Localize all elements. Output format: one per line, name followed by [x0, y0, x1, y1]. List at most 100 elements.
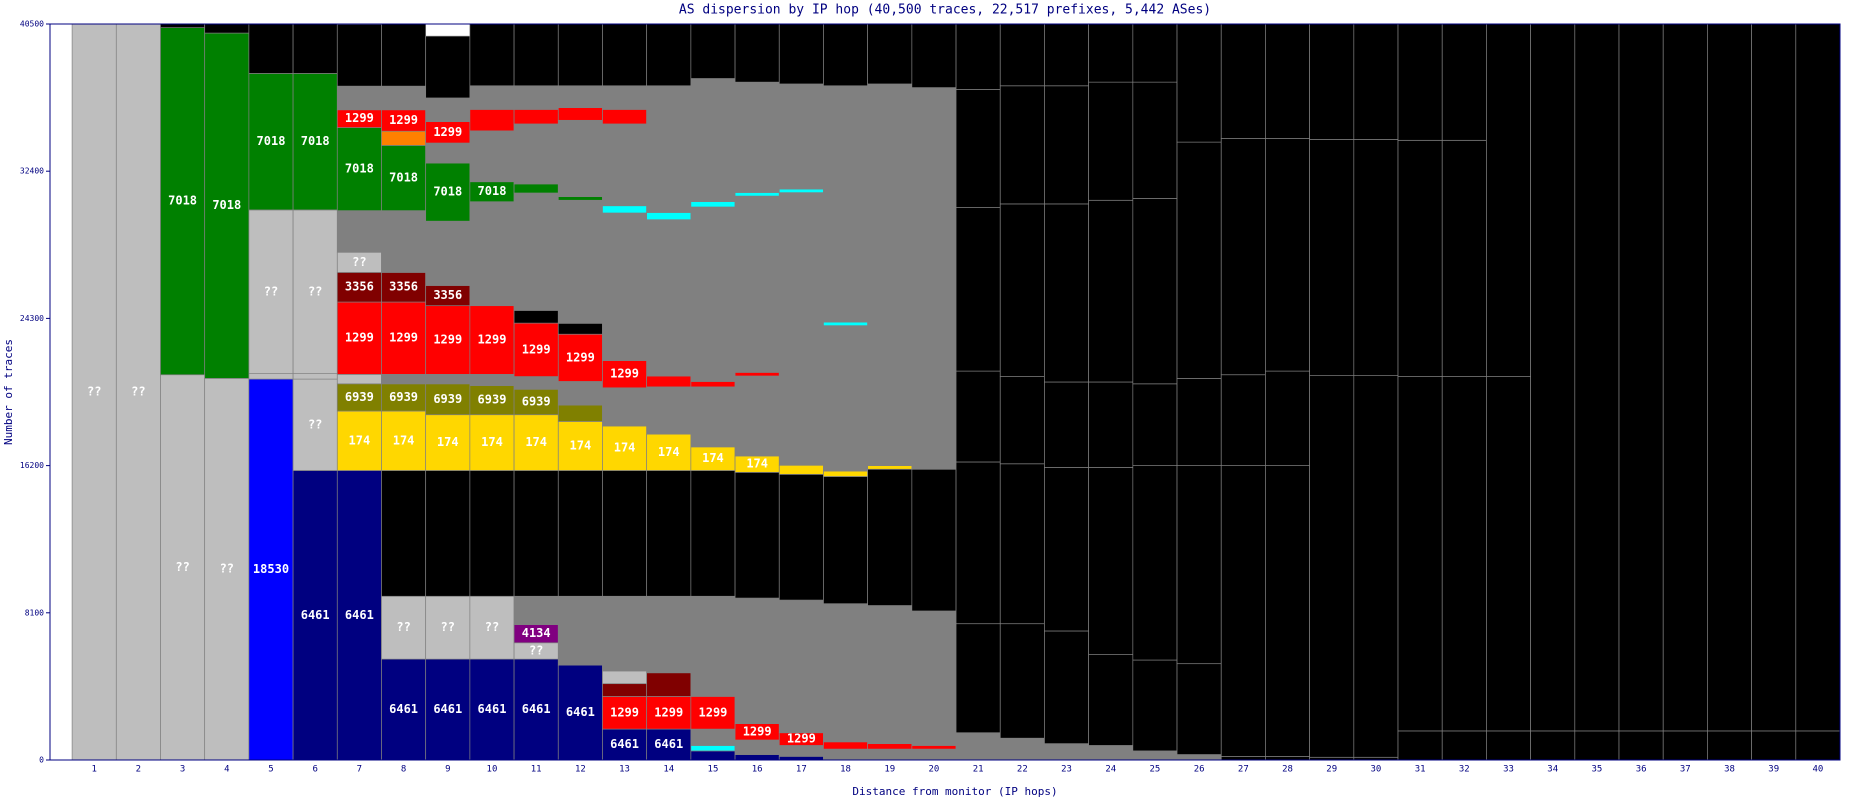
- segment: [646, 85, 692, 213]
- segment: [425, 162, 471, 222]
- segment: [1353, 139, 1399, 376]
- segment-label: 7018: [389, 171, 418, 185]
- segment-label: 3356: [433, 288, 462, 302]
- segment: [557, 199, 603, 324]
- x-tick-label: 11: [531, 765, 542, 775]
- segment: [734, 471, 780, 599]
- segment: [823, 603, 869, 743]
- segment: [1265, 465, 1310, 757]
- segment: [911, 23, 957, 88]
- segment: [1088, 23, 1134, 83]
- segment: [425, 470, 471, 597]
- segment: [1309, 375, 1355, 758]
- segment-label: 18530: [253, 562, 289, 576]
- segment: [1574, 730, 1620, 761]
- segment: [1132, 750, 1178, 761]
- segment: [690, 728, 736, 746]
- segment: [513, 192, 559, 311]
- segment: [690, 470, 736, 597]
- segment: [1265, 23, 1310, 139]
- x-tick-label: 30: [1371, 765, 1382, 775]
- segment-label: 174: [349, 433, 371, 447]
- segment: [292, 209, 338, 374]
- segment: [1132, 81, 1178, 199]
- segment: [646, 672, 692, 697]
- segment: [646, 433, 692, 471]
- plot-frame: [49, 23, 1841, 761]
- segment: [336, 85, 382, 111]
- segment: [336, 210, 382, 253]
- segment: [867, 748, 913, 761]
- segment: [1044, 85, 1089, 205]
- segment: [1441, 23, 1487, 141]
- segment: [778, 756, 824, 761]
- x-tick-label: 1: [91, 765, 96, 775]
- x-tick-label: 26: [1194, 765, 1205, 775]
- segment-label: 1299: [389, 113, 418, 127]
- segment: [557, 470, 603, 597]
- segment: [1441, 376, 1487, 732]
- segment: [734, 739, 780, 755]
- segment-label: 6461: [478, 702, 507, 716]
- segment: [823, 325, 869, 472]
- segment: [1707, 23, 1752, 732]
- segment: [867, 83, 913, 158]
- segment-label: 1299: [522, 342, 551, 356]
- segment: [1618, 23, 1664, 732]
- segment: [823, 194, 869, 323]
- segment: [911, 610, 957, 746]
- segment-label: 174: [658, 445, 680, 459]
- segment: [778, 23, 824, 85]
- segment: [1486, 376, 1531, 732]
- segment: [778, 188, 824, 193]
- segment-label: 174: [393, 433, 415, 447]
- x-tick-label: 33: [1503, 765, 1514, 775]
- x-tick-label: 8: [401, 765, 406, 775]
- segment: [469, 85, 515, 110]
- x-tick-label: 27: [1238, 765, 1249, 775]
- segment-label: 1299: [743, 724, 772, 738]
- segment: [999, 623, 1045, 739]
- segment-label: 4134: [522, 626, 551, 640]
- segment: [602, 683, 648, 697]
- segment: [1441, 730, 1487, 761]
- segment: [1662, 23, 1708, 732]
- segment: [557, 23, 603, 87]
- segment: [602, 387, 648, 427]
- segment: [1397, 23, 1443, 141]
- segment: [1044, 743, 1089, 761]
- segment-label: ??: [308, 417, 322, 431]
- segment: [734, 195, 780, 373]
- segment-label: ??: [529, 643, 543, 657]
- segment: [248, 209, 294, 374]
- segment: [646, 23, 692, 87]
- segment-label: 174: [570, 438, 592, 452]
- segment: [204, 23, 250, 34]
- segment: [955, 23, 1001, 90]
- segment-label: 174: [525, 435, 547, 449]
- segment: [513, 595, 559, 625]
- x-tick-label: 40: [1812, 765, 1823, 775]
- segment: [381, 23, 427, 87]
- segment-label: 1299: [433, 333, 462, 347]
- segment: [690, 595, 736, 697]
- segment: [867, 23, 913, 85]
- segment: [690, 23, 736, 79]
- segment-label: ??: [352, 255, 366, 269]
- segment-label: ??: [87, 385, 101, 399]
- segment: [955, 623, 1001, 734]
- segment: [690, 78, 736, 202]
- segment: [425, 383, 471, 416]
- segment-label: 3356: [345, 280, 374, 294]
- segment: [381, 374, 427, 385]
- segment: [734, 754, 780, 761]
- segment-label: 1299: [478, 333, 507, 347]
- segment: [292, 23, 338, 74]
- segment: [602, 85, 648, 110]
- segment: [381, 130, 427, 146]
- segment-label: 174: [437, 435, 459, 449]
- x-tick-label: 37: [1680, 765, 1691, 775]
- segment-label: 1299: [345, 111, 374, 125]
- segment: [513, 376, 559, 390]
